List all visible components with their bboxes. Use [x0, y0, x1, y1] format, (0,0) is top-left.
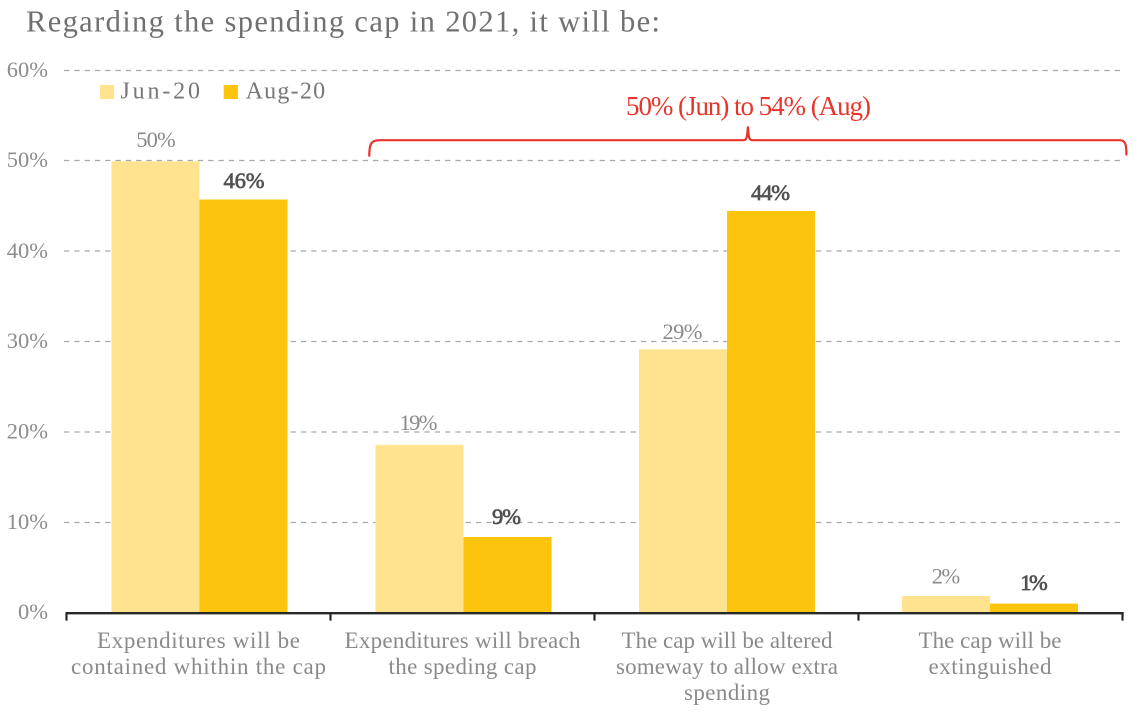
svg-text:50%: 50%: [7, 147, 48, 172]
svg-text:Expenditures will breach: Expenditures will breach: [345, 628, 582, 653]
svg-text:60%: 60%: [7, 57, 48, 82]
svg-text:40%: 40%: [7, 238, 48, 263]
svg-text:Regarding the spending cap in: Regarding the spending cap in 2021, it w…: [26, 5, 660, 39]
svg-text:19%: 19%: [400, 410, 438, 435]
svg-text:50% (Jun) to 54% (Aug): 50% (Jun) to 54% (Aug): [626, 91, 871, 121]
svg-text:0%: 0%: [18, 599, 48, 624]
svg-text:Aug-20: Aug-20: [246, 78, 326, 104]
svg-text:the speding cap: the speding cap: [389, 654, 537, 679]
svg-text:1%: 1%: [1020, 570, 1048, 595]
svg-text:30%: 30%: [7, 328, 48, 353]
svg-text:spending: spending: [684, 680, 771, 705]
svg-text:someway to allow extra: someway to allow extra: [616, 654, 838, 679]
svg-text:9%: 9%: [492, 504, 521, 529]
svg-text:The cap will be: The cap will be: [919, 628, 1062, 653]
svg-text:10%: 10%: [7, 509, 48, 534]
svg-text:contained whithin the cap: contained whithin the cap: [71, 654, 326, 679]
svg-text:extinguished: extinguished: [929, 654, 1053, 679]
svg-text:29%: 29%: [663, 319, 703, 344]
svg-text:Expenditures will be: Expenditures will be: [97, 628, 300, 653]
svg-text:50%: 50%: [136, 127, 176, 152]
svg-text:2%: 2%: [932, 564, 961, 589]
svg-text:The cap will be altered: The cap will be altered: [622, 628, 834, 653]
svg-text:46%: 46%: [224, 168, 265, 193]
svg-text:44%: 44%: [751, 180, 790, 205]
svg-text:20%: 20%: [7, 419, 48, 444]
